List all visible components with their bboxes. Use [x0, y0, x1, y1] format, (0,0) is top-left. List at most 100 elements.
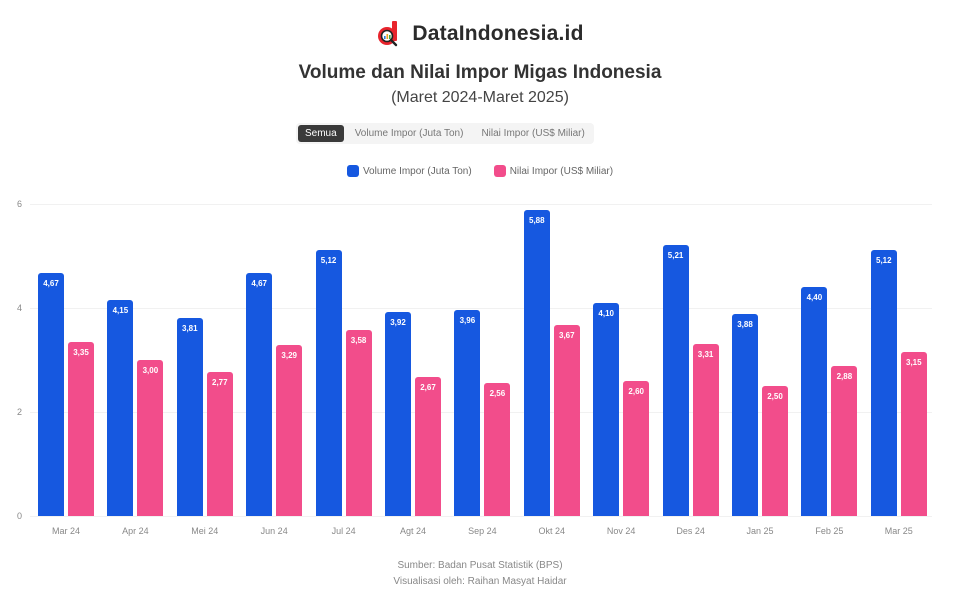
bar-value[interactable]: 3,35 [68, 341, 94, 516]
bar-value-label: 2,56 [489, 388, 506, 398]
x-tick-label: Sep 24 [468, 526, 497, 536]
legend-item-value[interactable]: Nilai Impor (US$ Miliar) [493, 165, 614, 177]
x-tick-label: Nov 24 [606, 526, 636, 536]
bar-value-label: 2,60 [628, 386, 644, 396]
legend: Volume Impor (Juta Ton) Nilai Impor (US$… [0, 165, 960, 177]
bar-value[interactable]: 3,00 [137, 360, 164, 516]
legend-item-volume[interactable]: Volume Impor (Juta Ton) [346, 165, 472, 177]
chart-footer: Sumber: Badan Pusat Statistik (BPS) Visu… [0, 558, 960, 590]
bar-volume[interactable]: 4,40 [801, 287, 828, 516]
bar-group: 4,40 2,88 [801, 204, 858, 516]
bar-value-label: 3,67 [559, 331, 575, 341]
bar-group: 4,10 2,60 [593, 204, 650, 516]
bar-value-label: 4,67 [43, 279, 59, 289]
source-note: Sumber: Badan Pusat Statistik (BPS) [397, 560, 563, 571]
y-tick-label: 4 [16, 303, 22, 313]
bar-chart: 0 2 4 6 4,67 3,35 4,15 3,00 3,81 2,77 4,67 3,29 5,12… [17, 199, 932, 521]
brand-name: DataIndonesia.id [412, 22, 584, 45]
bar-value[interactable]: 3,15 [900, 352, 927, 516]
bar-group: 5,88 3,67 [523, 204, 580, 516]
chart-title: Volume dan Nilai Impor Migas Indonesia [298, 62, 662, 83]
credit-note: Visualisasi oleh: Raihan Masyat Haidar [393, 576, 567, 587]
bar-value-label: 4,15 [112, 306, 129, 316]
legend-label-volume: Volume Impor (Juta Ton) [362, 165, 472, 177]
bar-value-label: 2,88 [836, 372, 853, 382]
bar-value-label: 3,31 [697, 349, 714, 359]
x-tick-label: Jun 24 [260, 526, 288, 536]
bar-value[interactable]: 2,56 [484, 382, 511, 516]
bar-value-label: 3,15 [906, 358, 922, 368]
bar-group: 5,12 3,58 [315, 204, 372, 516]
legend-label-value: Nilai Impor (US$ Miliar) [509, 165, 614, 177]
x-tick-label: Apr 24 [122, 526, 149, 536]
toggle-value[interactable]: Nilai Impor (US$ Miliar) [481, 128, 585, 139]
bar-value[interactable]: 2,60 [623, 380, 650, 516]
bar-group: 4,15 3,00 [107, 204, 164, 516]
bar-group: 4,67 3,35 [38, 204, 94, 516]
bar-value-label: 3,81 [182, 323, 198, 333]
bar-volume[interactable]: 3,81 [176, 317, 203, 516]
y-tick-label: 6 [16, 199, 22, 209]
bar-value-label: 2,67 [420, 383, 436, 393]
bar-group: 3,88 2,50 [732, 204, 788, 516]
magnifier-logo-icon [376, 20, 402, 48]
bar-group: 3,92 2,67 [385, 204, 441, 516]
bar-value[interactable]: 2,88 [831, 366, 858, 516]
gridline [30, 516, 932, 517]
bar-group: 3,96 2,56 [454, 204, 511, 516]
bar-value-label: 5,21 [667, 251, 684, 261]
bar-group: 5,12 3,15 [870, 204, 927, 516]
bar-volume[interactable]: 4,10 [593, 302, 620, 516]
bar-value-label: 5,12 [876, 255, 892, 265]
y-tick-label: 2 [16, 407, 22, 417]
x-tick-label: Agt 24 [399, 526, 427, 536]
brand-header: DataIndonesia.id [0, 20, 960, 48]
gridline [30, 308, 932, 309]
bar-group: 4,67 3,29 [246, 204, 303, 516]
bar-volume[interactable]: 4,67 [246, 273, 273, 516]
legend-swatch-volume [346, 165, 359, 177]
x-tick-label: Mei 24 [191, 526, 219, 536]
gridline [30, 204, 932, 205]
bar-volume[interactable]: 5,21 [662, 245, 689, 516]
bar-value-label: 4,10 [598, 308, 614, 318]
bar-value-label: 3,35 [73, 347, 89, 357]
bar-volume[interactable]: 4,15 [107, 300, 134, 516]
bar-value-label: 3,29 [281, 350, 297, 360]
bar-value-label: 3,58 [350, 335, 367, 345]
bar-value-label: 2,50 [767, 392, 783, 401]
bar-volume[interactable]: 3,92 [385, 312, 411, 516]
bar-value[interactable]: 3,31 [692, 343, 719, 516]
bar-value-label: 4,40 [806, 293, 823, 303]
bar-volume[interactable]: 4,67 [38, 273, 64, 516]
bar-value[interactable]: 2,77 [206, 371, 233, 516]
legend-swatch-value [493, 165, 506, 177]
bar-volume[interactable]: 3,96 [454, 310, 481, 516]
bar-value[interactable]: 3,67 [553, 325, 580, 516]
toggle-all[interactable]: Semua [298, 125, 344, 142]
x-tick-label: Feb 25 [815, 526, 844, 536]
bar-value-label: 3,92 [390, 318, 406, 328]
bar-group: 3,81 2,77 [176, 204, 233, 516]
bar-value-label: 3,00 [142, 366, 159, 375]
chart-subtitle: (Maret 2024-Maret 2025) [391, 89, 569, 106]
x-tick-label: Jul 24 [331, 526, 356, 536]
bar-value-label: 3,96 [459, 316, 476, 326]
bar-volume[interactable]: 5,88 [523, 210, 550, 516]
bar-value-label: 5,12 [320, 255, 337, 265]
bar-value-label: 3,88 [737, 320, 753, 330]
x-tick-label: Mar 25 [884, 526, 913, 536]
bar-value[interactable]: 2,67 [415, 377, 441, 516]
bar-volume[interactable]: 5,12 [870, 249, 897, 516]
bar-value[interactable]: 2,50 [762, 386, 788, 516]
bar-group: 5,21 3,31 [662, 204, 719, 516]
bar-volume[interactable]: 5,12 [315, 249, 342, 516]
bar-volume[interactable]: 3,88 [732, 314, 758, 516]
bar-value[interactable]: 3,58 [345, 329, 372, 516]
toggle-volume[interactable]: Volume Impor (Juta Ton) [354, 128, 464, 139]
x-tick-label: Jan 25 [746, 526, 774, 536]
y-tick-label: 0 [16, 511, 22, 521]
bar-value-label: 2,77 [212, 377, 228, 387]
bar-value[interactable]: 3,29 [276, 344, 303, 516]
x-tick-label: Okt 24 [538, 526, 566, 536]
